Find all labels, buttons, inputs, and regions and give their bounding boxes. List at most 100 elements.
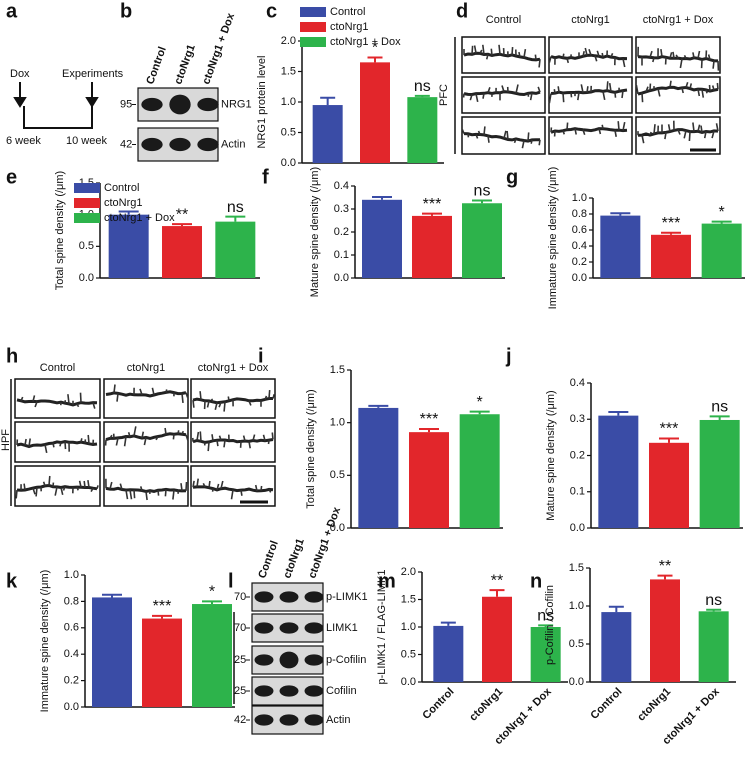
bar — [530, 627, 561, 682]
error-bar — [538, 624, 554, 627]
blot-band — [279, 651, 299, 669]
column-header: Control — [486, 14, 521, 26]
y-tick-label: 1.0 — [572, 192, 587, 204]
significance: *** — [423, 196, 442, 213]
spines — [113, 384, 189, 403]
legend-label: Control — [330, 6, 365, 18]
lane-label: Control — [256, 539, 281, 580]
y-tick-label: 0.2 — [570, 449, 585, 461]
blot-marker: 95 — [120, 98, 132, 110]
panel-letter: i — [258, 345, 264, 367]
y-tick-label: 0.2 — [572, 256, 587, 268]
dendrite — [550, 88, 628, 95]
y-axis-label: Mature spine density (/μm) — [309, 167, 321, 297]
blot-marker: 25 — [234, 685, 246, 697]
significance: *** — [660, 421, 679, 438]
blot-band — [304, 654, 324, 666]
y-tick-label: 0.0 — [570, 522, 585, 534]
error-bar — [610, 212, 631, 216]
x-tick-label: ctoNrg1 — [467, 686, 505, 724]
error-bar — [368, 404, 389, 408]
blot-name: p-LIMK1 — [326, 591, 368, 603]
bar — [362, 199, 402, 278]
bar — [358, 407, 399, 528]
y-tick-label: 1.5 — [330, 364, 345, 376]
y-tick-label: 1.0 — [569, 600, 584, 612]
timeline-drawing — [13, 82, 99, 129]
spines — [550, 121, 626, 137]
legend-swatch — [74, 213, 100, 223]
column-header: ctoNrg1 — [127, 362, 166, 374]
y-tick-label: 0.5 — [79, 240, 94, 252]
spines — [635, 80, 719, 103]
panel-letter: b — [120, 0, 132, 22]
dendrite — [192, 438, 274, 444]
bar — [433, 625, 464, 682]
column-header: Control — [40, 362, 75, 374]
bar — [698, 611, 729, 682]
y-tick-label: 0.3 — [570, 413, 585, 425]
significance: ns — [414, 78, 431, 95]
significance: *** — [420, 411, 439, 428]
blot-band — [197, 137, 219, 152]
region-label: HPF — [0, 429, 12, 451]
y-tick-label: 0.0 — [401, 676, 416, 688]
legend-label: Control — [104, 182, 139, 194]
blot-band — [304, 622, 324, 634]
column-header: ctoNrg1 + Dox — [643, 14, 714, 26]
legend-label: ctoNrg1 — [330, 21, 369, 33]
y-tick-label: 0.3 — [334, 203, 349, 215]
y-axis-label: Mature spine density (/μm) — [545, 390, 557, 520]
panel-letter: g — [506, 166, 518, 188]
blot-marker: 70 — [234, 591, 246, 603]
y-tick-label: 0.0 — [79, 272, 94, 284]
bar — [482, 596, 512, 682]
significance: ns — [474, 183, 491, 200]
spines — [104, 426, 189, 447]
image-frame — [14, 378, 101, 419]
y-tick-label: 0.4 — [570, 377, 585, 389]
bar — [701, 223, 742, 278]
blot-name: NRG1 — [221, 98, 252, 110]
significance: ** — [659, 558, 671, 575]
y-tick-label: 1.5 — [569, 562, 584, 574]
panel-letter: f — [262, 166, 269, 188]
bar — [407, 97, 438, 163]
error-bar — [706, 608, 722, 612]
legend-label: ctoNrg1 + Dox — [330, 36, 401, 48]
image-frame — [635, 76, 721, 114]
panel-letter: a — [6, 0, 18, 22]
bar — [459, 414, 500, 528]
blot-band — [279, 622, 299, 634]
y-tick-label: 0.1 — [334, 249, 349, 261]
blot-band — [304, 714, 324, 726]
image-frame — [548, 116, 633, 155]
error-bar — [659, 437, 679, 443]
bar — [162, 226, 202, 278]
bar — [462, 203, 502, 278]
significance: * — [719, 204, 725, 221]
blot-band — [279, 685, 299, 697]
blot-marker: 42 — [120, 138, 132, 150]
image-frame — [548, 76, 633, 114]
bar — [650, 579, 680, 682]
y-tick-label: 0.1 — [570, 486, 585, 498]
x-tick-label: Control — [588, 686, 624, 722]
lane-label: ctoNrg1 — [172, 43, 197, 86]
bar — [699, 419, 740, 528]
y-tick-label: 1.0 — [64, 569, 79, 581]
y-tick-label: 0.2 — [334, 226, 349, 238]
error-bar — [225, 215, 246, 222]
image-frame — [103, 421, 189, 463]
blot-marker: 70 — [234, 622, 246, 634]
error-bar — [372, 196, 392, 200]
legend-swatch — [300, 37, 326, 47]
y-axis-label: Total spine density (/μm) — [54, 171, 66, 290]
spines — [461, 126, 541, 149]
y-tick-label: 1.0 — [330, 417, 345, 429]
y-axis-label: p-Cofilin / Cofilin — [544, 585, 556, 665]
error-bar — [489, 589, 505, 597]
error-bar — [419, 427, 439, 433]
image-frame — [103, 465, 189, 507]
